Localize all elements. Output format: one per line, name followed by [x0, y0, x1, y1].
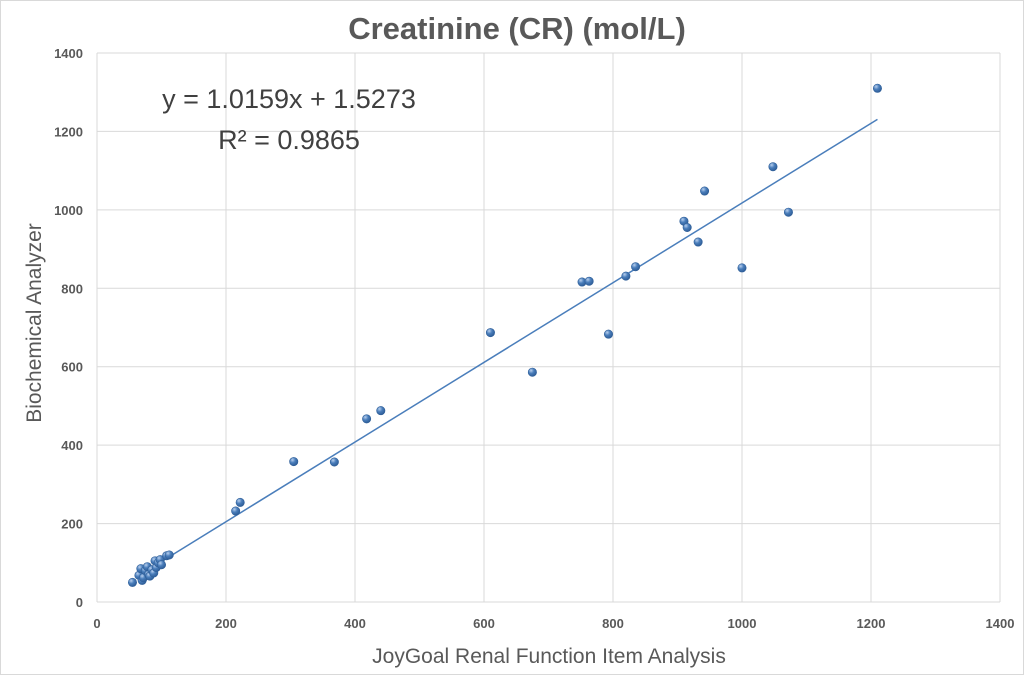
data-point	[289, 457, 299, 467]
data-point	[768, 162, 778, 172]
x-tick-label: 1400	[986, 616, 1015, 631]
x-axis-label: JoyGoal Renal Function Item Analysis	[372, 645, 726, 668]
x-tick-label: 1200	[857, 616, 886, 631]
data-point	[603, 329, 613, 339]
data-point	[329, 457, 339, 467]
data-point	[682, 223, 692, 233]
r-squared-label: R² = 0.9865	[218, 125, 360, 155]
data-point	[621, 271, 631, 281]
y-tick-label: 0	[76, 595, 83, 610]
data-point	[872, 83, 882, 93]
trendline	[163, 118, 878, 562]
y-tick-label: 1000	[54, 203, 83, 218]
data-point	[584, 276, 594, 286]
x-tick-label: 600	[473, 616, 495, 631]
data-point	[693, 237, 703, 247]
data-point	[485, 328, 495, 338]
data-point	[231, 506, 241, 516]
y-tick-label: 1400	[54, 46, 83, 61]
data-point	[127, 577, 137, 587]
chart-title: Creatinine (CR) (mol/L)	[348, 11, 686, 46]
x-tick-label: 800	[602, 616, 624, 631]
data-point	[783, 207, 793, 217]
y-tick-label: 800	[61, 281, 83, 296]
data-point	[164, 550, 174, 560]
x-tick-label: 400	[344, 616, 366, 631]
data-point	[737, 263, 747, 273]
data-point	[631, 262, 641, 272]
data-point	[235, 497, 245, 507]
x-tick-label: 1000	[728, 616, 757, 631]
data-points	[127, 83, 882, 587]
data-point	[376, 406, 386, 416]
data-point	[362, 414, 372, 424]
data-point	[157, 560, 167, 570]
y-tick-label: 200	[61, 517, 83, 532]
data-point	[527, 367, 537, 377]
y-tick-label: 600	[61, 360, 83, 375]
x-tick-label: 200	[215, 616, 237, 631]
y-tick-label: 1200	[54, 124, 83, 139]
y-tick-label: 400	[61, 438, 83, 453]
gridlines	[96, 52, 1001, 603]
trendline-layer	[163, 118, 878, 562]
data-point	[700, 186, 710, 196]
trendline-equation: y = 1.0159x + 1.5273	[162, 84, 416, 114]
y-axis-label: Biochemical Analyzer	[23, 223, 46, 423]
x-tick-label: 0	[93, 616, 100, 631]
tick-labels: 0 200 400 600 800 1000 1200 1400 0 200 400 600 800 10…	[54, 46, 1014, 631]
